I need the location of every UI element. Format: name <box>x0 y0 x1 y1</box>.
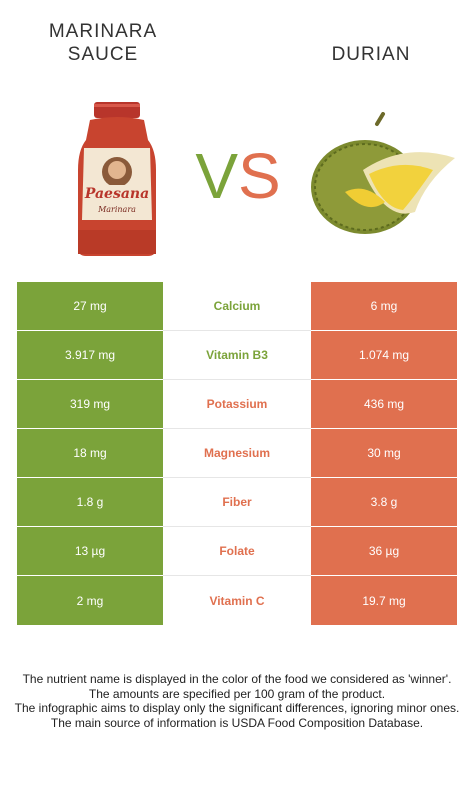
left-value: 2 mg <box>17 576 163 625</box>
right-value: 30 mg <box>311 429 457 478</box>
table-row: 13 µg Folate 36 µg <box>17 527 457 576</box>
footer-line: The amounts are specified per 100 gram o… <box>88 686 386 701</box>
footer-line: The nutrient name is displayed in the co… <box>22 672 452 686</box>
right-value: 436 mg <box>311 380 457 429</box>
table-row: 27 mg Calcium 6 mg <box>17 282 457 331</box>
nutrient-name: Vitamin B3 <box>163 331 311 380</box>
right-value: 36 µg <box>311 527 457 576</box>
table-row: 3.917 mg Vitamin B3 1.074 mg <box>17 331 457 380</box>
footer-line: The main source of information is USDA F… <box>50 715 424 730</box>
left-value: 319 mg <box>17 380 163 429</box>
left-value: 27 mg <box>17 282 163 331</box>
left-value: 3.917 mg <box>17 331 163 380</box>
left-food-title-line2: SAUCE <box>67 44 139 65</box>
table-row: 1.8 g Fiber 3.8 g <box>17 478 457 527</box>
nutrient-name: Magnesium <box>163 429 311 478</box>
nutrient-name: Vitamin C <box>163 576 311 625</box>
durian-fruit-image <box>305 112 460 237</box>
jar-brand-text: Paesana <box>84 186 149 202</box>
vs-s: S <box>238 140 281 212</box>
nutrient-name: Calcium <box>163 282 311 331</box>
table-row: 18 mg Magnesium 30 mg <box>17 429 457 478</box>
right-value: 1.074 mg <box>311 331 457 380</box>
right-value: 6 mg <box>311 282 457 331</box>
footer-line: The infographic aims to display only the… <box>14 701 460 715</box>
left-food-title: MARINARA SAUCE <box>28 20 178 66</box>
left-value: 13 µg <box>17 527 163 576</box>
nutrient-name: Fiber <box>163 478 311 527</box>
left-value: 18 mg <box>17 429 163 478</box>
jar-sub-text: Marinara <box>97 205 136 214</box>
marinara-jar-image: Paesana Marinara <box>72 100 162 258</box>
comparison-table: 27 mg Calcium 6 mg 3.917 mg Vitamin B3 1.074 … <box>17 282 457 625</box>
right-food-title: DURIAN <box>331 44 411 65</box>
table-row: 319 mg Potassium 436 mg <box>17 380 457 429</box>
vs-label: VS <box>182 136 294 216</box>
left-value: 1.8 g <box>17 478 163 527</box>
right-value: 19.7 mg <box>311 576 457 625</box>
vs-v: V <box>195 140 238 212</box>
table-row: 2 mg Vitamin C 19.7 mg <box>17 576 457 625</box>
nutrient-name: Folate <box>163 527 311 576</box>
nutrient-name: Potassium <box>163 380 311 429</box>
footer-notes: The nutrient name is displayed in the co… <box>10 672 464 730</box>
left-food-title-line1: MARINARA <box>48 21 158 42</box>
right-value: 3.8 g <box>311 478 457 527</box>
